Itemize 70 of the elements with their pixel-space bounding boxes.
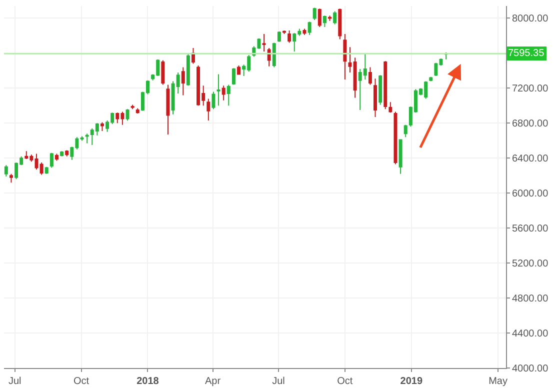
candlestick — [4, 164, 8, 178]
candlestick — [50, 152, 54, 168]
y-tick-label: 6400.00 — [512, 154, 549, 165]
x-tick-label: Apr — [204, 376, 222, 387]
candlestick — [348, 46, 352, 73]
candlestick — [232, 68, 236, 86]
y-tick-label: 4400.00 — [512, 328, 549, 340]
x-tick-label: Jul — [8, 376, 22, 387]
candlestick — [262, 33, 266, 52]
candlestick — [130, 104, 134, 110]
candlestick — [34, 153, 38, 170]
candlestick — [318, 8, 322, 28]
candlestick — [9, 173, 13, 184]
candlestick — [186, 54, 190, 86]
x-tick-label: 2019 — [400, 376, 423, 387]
candlestick — [333, 10, 337, 25]
candlestick — [100, 122, 104, 132]
candlestick — [388, 102, 392, 114]
candlestick — [60, 150, 64, 157]
candlestick — [353, 57, 357, 98]
candlestick — [65, 150, 69, 157]
candlestick — [206, 98, 210, 122]
candlestick — [328, 15, 332, 22]
y-tick-label: 4800.00 — [512, 294, 549, 305]
candlestick — [429, 76, 433, 82]
y-tick-label: 6000.00 — [512, 188, 549, 200]
candlestick — [136, 108, 140, 114]
candlestick — [338, 8, 342, 40]
candlestick — [40, 162, 44, 176]
candlestick — [237, 64, 240, 75]
candlestick — [434, 62, 438, 76]
candlestick — [398, 139, 402, 174]
y-tick-label: 5200.00 — [512, 258, 549, 270]
ref-line-label: 7595.35 — [508, 48, 545, 59]
y-tick-label: 4000.00 — [512, 364, 549, 374]
candlestick — [212, 91, 216, 110]
candlestick — [384, 60, 388, 110]
candlestick — [308, 21, 312, 36]
candlestick — [44, 166, 48, 174]
candlestick — [368, 66, 372, 86]
candlestick — [282, 30, 286, 34]
candlestick — [312, 7, 316, 20]
candlestick — [272, 42, 276, 68]
candlestick — [302, 28, 306, 36]
candlestick — [161, 60, 165, 86]
candlestick — [226, 84, 230, 106]
candlestick — [166, 84, 170, 136]
candlestick — [80, 136, 84, 142]
candlestick — [378, 74, 382, 106]
x-tick-label: 2018 — [136, 376, 160, 387]
candlestick — [288, 30, 292, 44]
x-tick-label: Oct — [74, 376, 90, 387]
candlestick — [216, 74, 220, 106]
candlestick — [343, 33, 347, 80]
candlestick — [54, 153, 58, 162]
candlestick — [181, 66, 185, 96]
y-tick-label: 7200.00 — [512, 84, 549, 95]
x-tick-label: May — [488, 376, 508, 387]
candlestick — [322, 15, 326, 28]
y-tick-label: 6800.00 — [512, 118, 549, 130]
candlestick — [374, 78, 377, 118]
candlestick — [222, 85, 226, 101]
candlestick — [404, 124, 408, 138]
candlestick — [126, 108, 130, 122]
y-tick-label: 8000.00 — [512, 14, 549, 25]
x-tick-label: Jul — [272, 376, 285, 387]
y-tick-label: 5600.00 — [512, 224, 549, 235]
x-tick-label: Oct — [337, 376, 353, 387]
candlestick — [277, 30, 281, 42]
candlestick — [85, 133, 89, 144]
